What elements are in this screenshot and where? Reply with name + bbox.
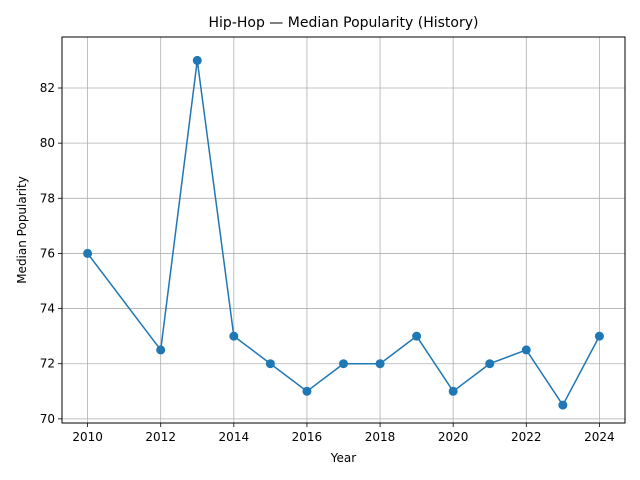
grid [62, 37, 625, 423]
data-point [375, 359, 385, 369]
data-point [521, 345, 531, 355]
y-tick-label: 82 [40, 81, 55, 95]
chart-title: Hip-Hop — Median Popularity (History) [209, 15, 479, 31]
data-point [485, 359, 495, 369]
y-tick-label: 72 [40, 357, 55, 371]
x-tick-label: 2012 [145, 430, 176, 444]
data-point [558, 400, 568, 410]
y-tick-label: 74 [40, 302, 55, 316]
data-point [412, 331, 422, 341]
data-point [594, 331, 604, 341]
data-point [302, 386, 312, 396]
y-axis-label: Median Popularity [15, 176, 29, 284]
x-tick-label: 2016 [292, 430, 323, 444]
y-tick-label: 76 [40, 246, 55, 260]
y-tick-label: 80 [40, 136, 55, 150]
y-tick-label: 70 [40, 412, 55, 426]
x-tick-label: 2010 [72, 430, 103, 444]
x-tick-label: 2018 [365, 430, 396, 444]
data-point [339, 359, 348, 369]
x-tick-label: 2022 [511, 430, 542, 444]
x-tick-label: 2014 [219, 430, 250, 444]
x-axis-label: Year [330, 451, 356, 465]
ticks: 2010 2012 2014 2016 2018 2020 2022 2024 70 72 74 76… [40, 81, 615, 444]
data-point [265, 359, 275, 369]
series-line [86, 59, 601, 406]
data-point [192, 55, 202, 65]
x-tick-label: 2024 [584, 430, 615, 444]
plot-frame [61, 36, 626, 424]
data-point [156, 345, 166, 355]
x-tick-label: 2020 [438, 430, 469, 444]
data-point [83, 248, 93, 258]
data-point [448, 386, 458, 396]
series [83, 55, 604, 410]
data-point [229, 331, 239, 341]
y-tick-label: 78 [40, 191, 55, 205]
